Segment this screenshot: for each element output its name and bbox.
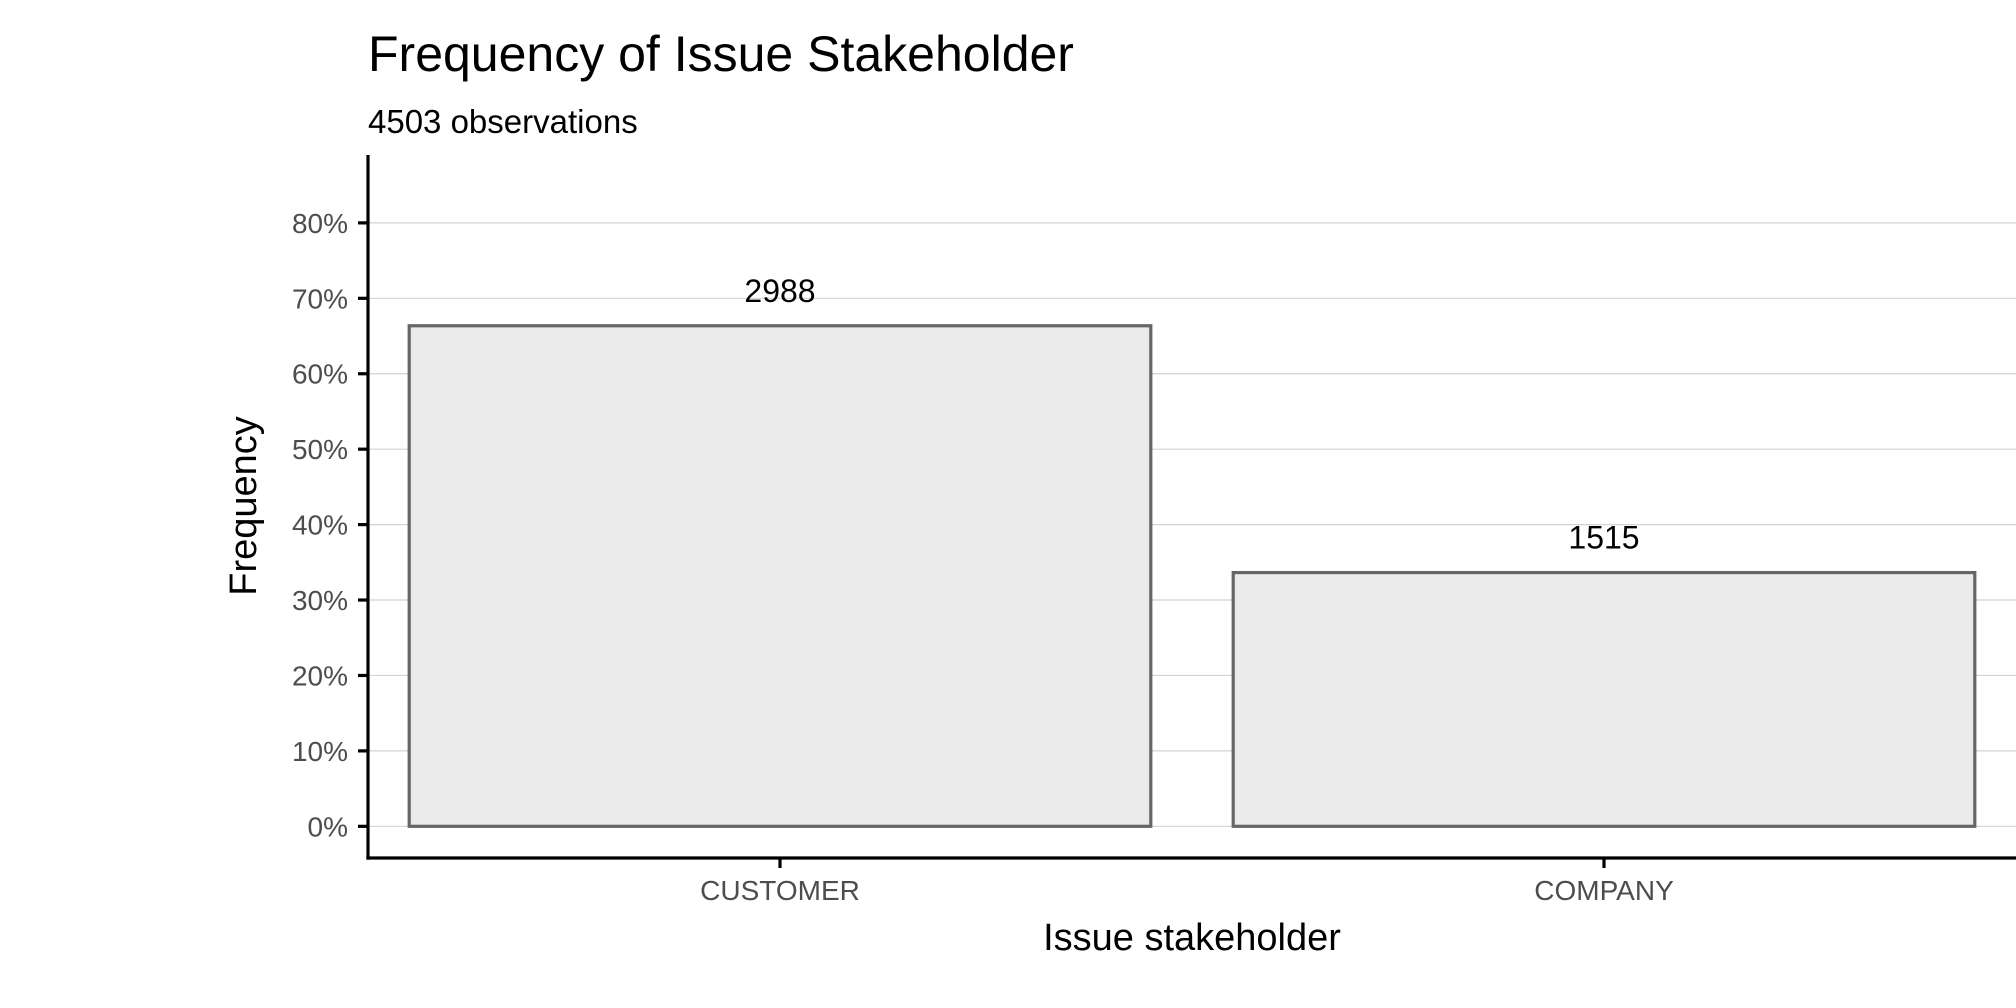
y-tick-label: 60% xyxy=(292,359,348,390)
data-label-company: 1515 xyxy=(1568,520,1639,556)
y-tick-label: 70% xyxy=(292,283,348,314)
y-tick-label: 0% xyxy=(308,811,348,842)
chart-subtitle: 4503 observations xyxy=(368,103,638,140)
y-axis-title: Frequency xyxy=(223,416,265,596)
bars xyxy=(407,324,1977,828)
bar-company xyxy=(1231,570,1977,828)
axes: 0% 10% 20% 30% 40% 50% 60% 70% 80% CUSTOMER COMPAN… xyxy=(292,155,2016,906)
x-tick-label: CUSTOMER xyxy=(700,875,860,906)
data-label-customer: 2988 xyxy=(744,273,815,309)
x-tick-label: COMPANY xyxy=(1534,875,1674,906)
y-tick-label: 50% xyxy=(292,434,348,465)
x-axis-title: Issue stakeholder xyxy=(1043,917,1341,959)
y-tick-label: 20% xyxy=(292,660,348,691)
y-tick-label: 40% xyxy=(292,510,348,541)
data-labels: 2988 1515 xyxy=(744,273,1639,556)
y-tick-label: 80% xyxy=(292,208,348,239)
bar-customer xyxy=(407,324,1153,828)
y-tick-label: 10% xyxy=(292,736,348,767)
chart-title: Frequency of Issue Stakeholder xyxy=(368,26,1074,82)
y-tick-label: 30% xyxy=(292,585,348,616)
